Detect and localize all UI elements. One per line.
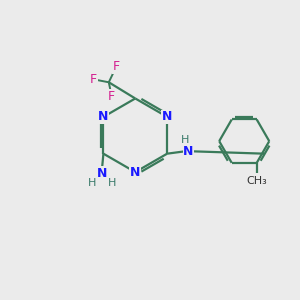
Text: H: H	[107, 178, 116, 188]
Text: F: F	[112, 61, 120, 74]
Text: N: N	[183, 145, 194, 158]
Text: N: N	[98, 110, 109, 123]
Text: H: H	[88, 178, 96, 188]
Text: F: F	[108, 90, 115, 103]
Text: CH₃: CH₃	[246, 176, 267, 186]
Text: N: N	[130, 166, 140, 178]
Text: N: N	[162, 110, 172, 123]
Text: N: N	[97, 167, 107, 180]
Text: H: H	[181, 135, 189, 145]
Text: F: F	[90, 73, 97, 86]
